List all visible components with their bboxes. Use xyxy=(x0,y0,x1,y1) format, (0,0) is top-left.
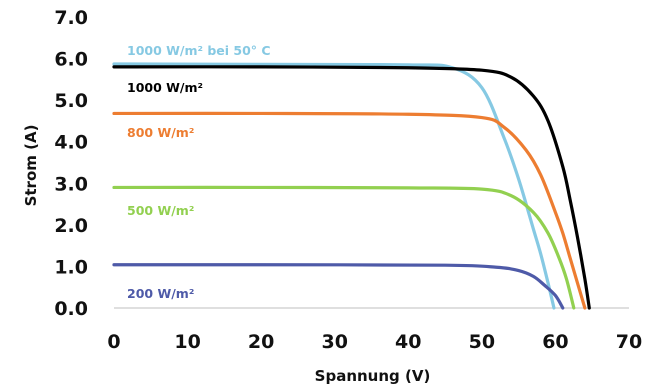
x-tick-label: 10 xyxy=(174,331,200,353)
series-line-1 xyxy=(112,65,591,310)
x-tick-label: 0 xyxy=(107,331,120,353)
series-label-3: 500 W/m² xyxy=(127,203,194,218)
series-label-1: 1000 W/m² xyxy=(127,80,203,95)
series-line-0 xyxy=(112,62,556,310)
x-tick-label: 30 xyxy=(321,331,347,353)
series-line-2 xyxy=(112,111,587,310)
x-tick-label: 20 xyxy=(248,331,274,353)
series-labels: 1000 W/m² bei 50° C 1000 W/m² 800 W/m² 500 … xyxy=(127,43,271,301)
y-tick-label: 1.0 xyxy=(54,256,88,278)
y-tick-label: 0.0 xyxy=(54,298,88,320)
x-tick-label: 40 xyxy=(395,331,421,353)
series-lines xyxy=(112,62,591,310)
x-axis-title: Spannung (V) xyxy=(315,367,431,385)
y-axis-ticks: 0.0 1.0 2.0 3.0 4.0 5.0 6.0 7.0 xyxy=(54,7,88,320)
series-line-4 xyxy=(112,263,565,310)
x-tick-label: 50 xyxy=(469,331,495,353)
y-tick-label: 5.0 xyxy=(54,90,88,112)
y-tick-label: 3.0 xyxy=(54,173,88,195)
x-axis-ticks: 0 10 20 30 40 50 60 70 xyxy=(107,331,642,353)
y-tick-label: 2.0 xyxy=(54,215,88,237)
x-tick-label: 70 xyxy=(616,331,642,353)
series-label-0: 1000 W/m² bei 50° C xyxy=(127,43,271,58)
series-label-2: 800 W/m² xyxy=(127,125,194,140)
x-tick-label: 60 xyxy=(542,331,568,353)
y-axis-title: Strom (A) xyxy=(22,125,40,207)
y-tick-label: 7.0 xyxy=(54,7,88,29)
series-line-3 xyxy=(112,185,576,310)
y-tick-label: 6.0 xyxy=(54,49,88,71)
y-tick-label: 4.0 xyxy=(54,132,88,154)
series-label-4: 200 W/m² xyxy=(127,286,194,301)
